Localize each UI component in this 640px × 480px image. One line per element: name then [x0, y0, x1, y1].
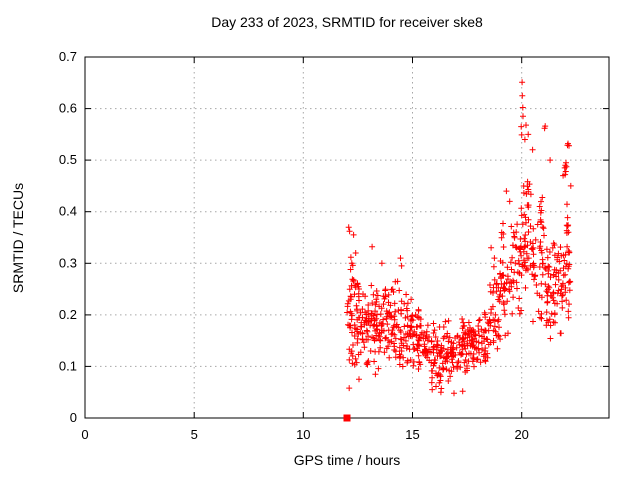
- x-tick-label: 15: [405, 427, 419, 442]
- chart-title: Day 233 of 2023, SRMTID for receiver ske…: [211, 14, 483, 30]
- x-tick-label: 20: [514, 427, 528, 442]
- y-tick-label: 0.6: [59, 101, 77, 116]
- y-tick-label: 0.4: [59, 204, 77, 219]
- y-tick-label: 0.2: [59, 307, 77, 322]
- y-tick-label: 0: [70, 410, 77, 425]
- y-tick-label: 0.3: [59, 255, 77, 270]
- x-axis-title: GPS time / hours: [293, 452, 401, 468]
- scatter-points: [344, 79, 574, 397]
- x-tick-label: 10: [296, 427, 310, 442]
- zero-square-marker: [343, 414, 351, 422]
- y-tick-label: 0.1: [59, 358, 77, 373]
- x-tick-label: 0: [81, 427, 88, 442]
- y-tick-label: 0.5: [59, 152, 77, 167]
- x-tick-label: 5: [191, 427, 198, 442]
- plot-border: [84, 56, 610, 419]
- y-tick-label: 0.7: [59, 49, 77, 64]
